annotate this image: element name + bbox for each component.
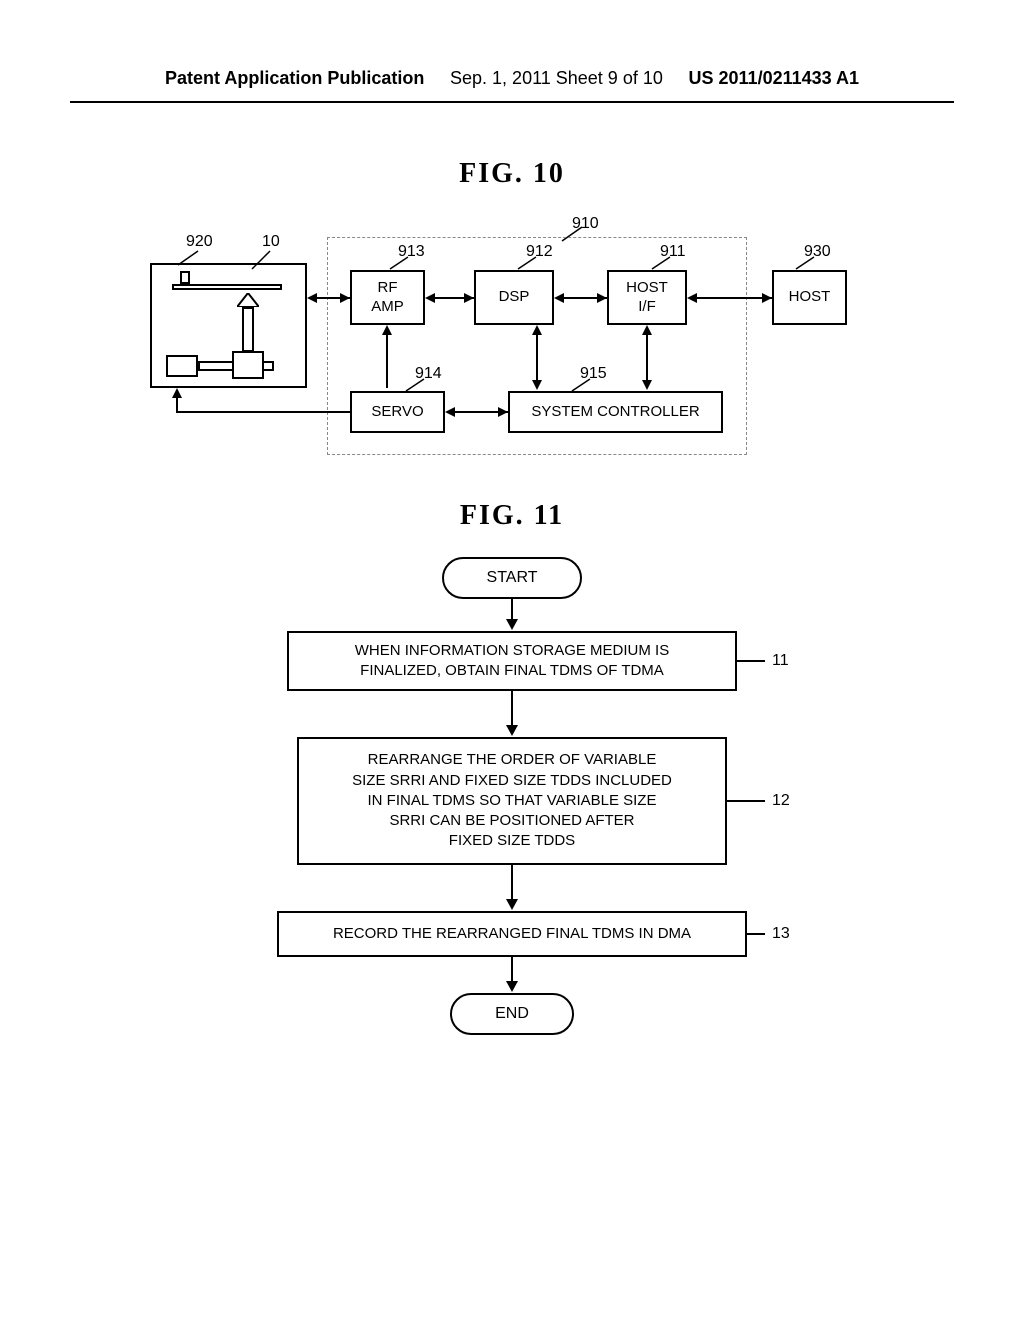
ah-hif-host-r <box>762 293 772 303</box>
pub-type: Patent Application Publication <box>165 68 424 89</box>
box-dsp: DSP <box>474 270 554 325</box>
label-13: 13 <box>772 925 790 943</box>
leader-13 <box>747 933 765 935</box>
leader-12 <box>727 800 765 802</box>
ah-s12-s13 <box>506 899 518 910</box>
fig11-flowchart: START WHEN INFORMATION STORAGE MEDIUM IS… <box>192 557 832 1057</box>
box-rf-amp: RF AMP <box>350 270 425 325</box>
ah-dsp-sys-d <box>532 380 542 390</box>
conn-hif-sys-v <box>646 328 648 388</box>
sheet-info: Sep. 1, 2011 Sheet 9 of 10 <box>450 68 663 89</box>
ah-s11-s12 <box>506 725 518 736</box>
conn-hif-host <box>690 297 772 299</box>
label-11: 11 <box>772 652 789 670</box>
step-11: WHEN INFORMATION STORAGE MEDIUM IS FINAL… <box>287 631 737 691</box>
pickup-lens-icon <box>237 293 259 307</box>
ah-drive-rf-l <box>307 293 317 303</box>
ah-s13-end <box>506 981 518 992</box>
label-12: 12 <box>772 792 790 810</box>
conn-servo-drive-h <box>176 411 351 413</box>
box-servo: SERVO <box>350 391 445 433</box>
ah-servo-sys-l <box>445 407 455 417</box>
box-sysctl: SYSTEM CONTROLLER <box>508 391 723 433</box>
ah-servo-sys-r <box>498 407 508 417</box>
ah-dsp-hif-r <box>597 293 607 303</box>
fig11-title: FIG. 11 <box>0 500 1024 532</box>
ah-dsp-hif-l <box>554 293 564 303</box>
ah-start-s11 <box>506 619 518 630</box>
fig10-title: FIG. 10 <box>0 158 1024 190</box>
box-host: HOST <box>772 270 847 325</box>
terminal-end: END <box>450 993 574 1035</box>
ah-rf-up <box>382 325 392 335</box>
ah-rf-dsp-r <box>464 293 474 303</box>
ah-drive-rf-r <box>340 293 350 303</box>
box-host-if: HOST I/F <box>607 270 687 325</box>
ah-hif-sys-d <box>642 380 652 390</box>
ah-servo-drive-u <box>172 388 182 398</box>
pickup-arm-icon <box>242 307 254 352</box>
step-12: REARRANGE THE ORDER OF VARIABLE SIZE SRR… <box>297 737 727 865</box>
fig10-diagram: 920 10 910 913 912 911 930 914 915 RF AM… <box>132 215 892 470</box>
ah-rf-dsp-l <box>425 293 435 303</box>
ah-hif-host-l <box>687 293 697 303</box>
page-header: Patent Application Publication Sep. 1, 2… <box>70 0 954 103</box>
conn-rf-servo-v <box>386 328 388 388</box>
ah-hif-sys-u <box>642 325 652 335</box>
terminal-start: START <box>442 557 582 599</box>
disc-icon <box>172 284 282 290</box>
leader-11 <box>737 660 765 662</box>
step-13: RECORD THE REARRANGED FINAL TDMS IN DMA <box>277 911 747 957</box>
carriage-icon <box>232 351 264 379</box>
pub-number: US 2011/0211433 A1 <box>689 68 859 89</box>
drive-920 <box>150 263 307 388</box>
spindle-top-icon <box>180 271 190 284</box>
leader-930 <box>794 255 820 271</box>
conn-dsp-sys-v <box>536 328 538 388</box>
ah-dsp-sys-u <box>532 325 542 335</box>
motor-icon <box>166 355 198 377</box>
